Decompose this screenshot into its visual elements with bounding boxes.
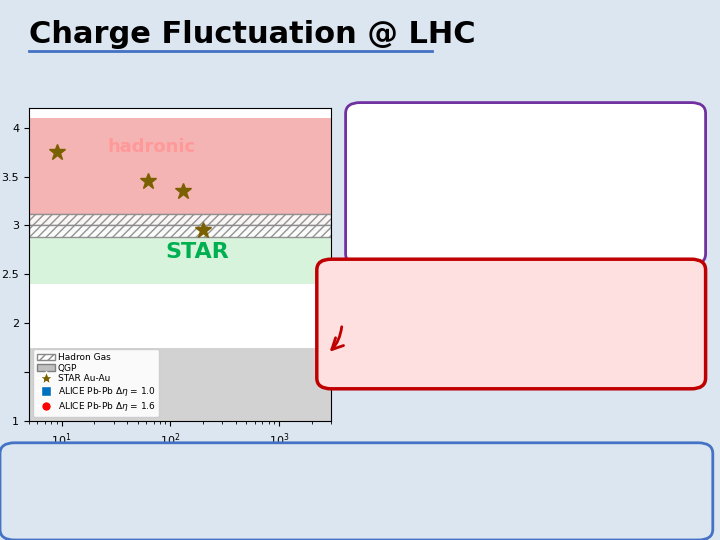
Text: STAR: STAR	[166, 242, 229, 262]
Text: $\bullet$ D ~ 3-4 Hadronic: $\bullet$ D ~ 3-4 Hadronic	[389, 180, 523, 195]
Legend: Hadron Gas, QGP, STAR Au-Au, ALICE Pb-Pb $\Delta\eta$ = 1.0, ALICE Pb-Pb $\Delta: Hadron Gas, QGP, STAR Au-Au, ALICE Pb-Pb…	[33, 349, 159, 417]
Text: $\langle\delta N_Q^2\rangle$  is not equilibrated at freeze-out at LHC energy!: $\langle\delta N_Q^2\rangle$ is not equi…	[153, 481, 567, 504]
Bar	[29, 220, 331, 231]
Text: hadronic: hadronic	[107, 138, 196, 156]
Text: Suppression: Suppression	[444, 268, 579, 287]
Text: $\bullet$ D ~ 1-1.5 Quark: $\bullet$ D ~ 1-1.5 Quark	[389, 198, 517, 214]
Text: D-measure: D-measure	[374, 113, 485, 131]
Text: $D = 4\dfrac{\langle\delta N_Q^2\rangle}{\langle N_Q^+ + N_Q^-\rangle}$: $D = 4\dfrac{\langle\delta N_Q^2\rangle}…	[389, 127, 525, 180]
Bar	[29, 348, 331, 421]
Text: at LHC energy!: at LHC energy!	[429, 306, 593, 325]
Text: ALICE, PRL110,152301(2013): ALICE, PRL110,152301(2013)	[389, 116, 593, 130]
X-axis label: $\sqrt{s_{NN}}$ (GeV): $\sqrt{s_{NN}}$ (GeV)	[140, 453, 220, 475]
Text: Charge Fluctuation @ LHC: Charge Fluctuation @ LHC	[29, 20, 475, 49]
Bar	[29, 226, 331, 284]
Bar	[29, 118, 331, 226]
Text: from hadronic value: from hadronic value	[417, 288, 606, 306]
